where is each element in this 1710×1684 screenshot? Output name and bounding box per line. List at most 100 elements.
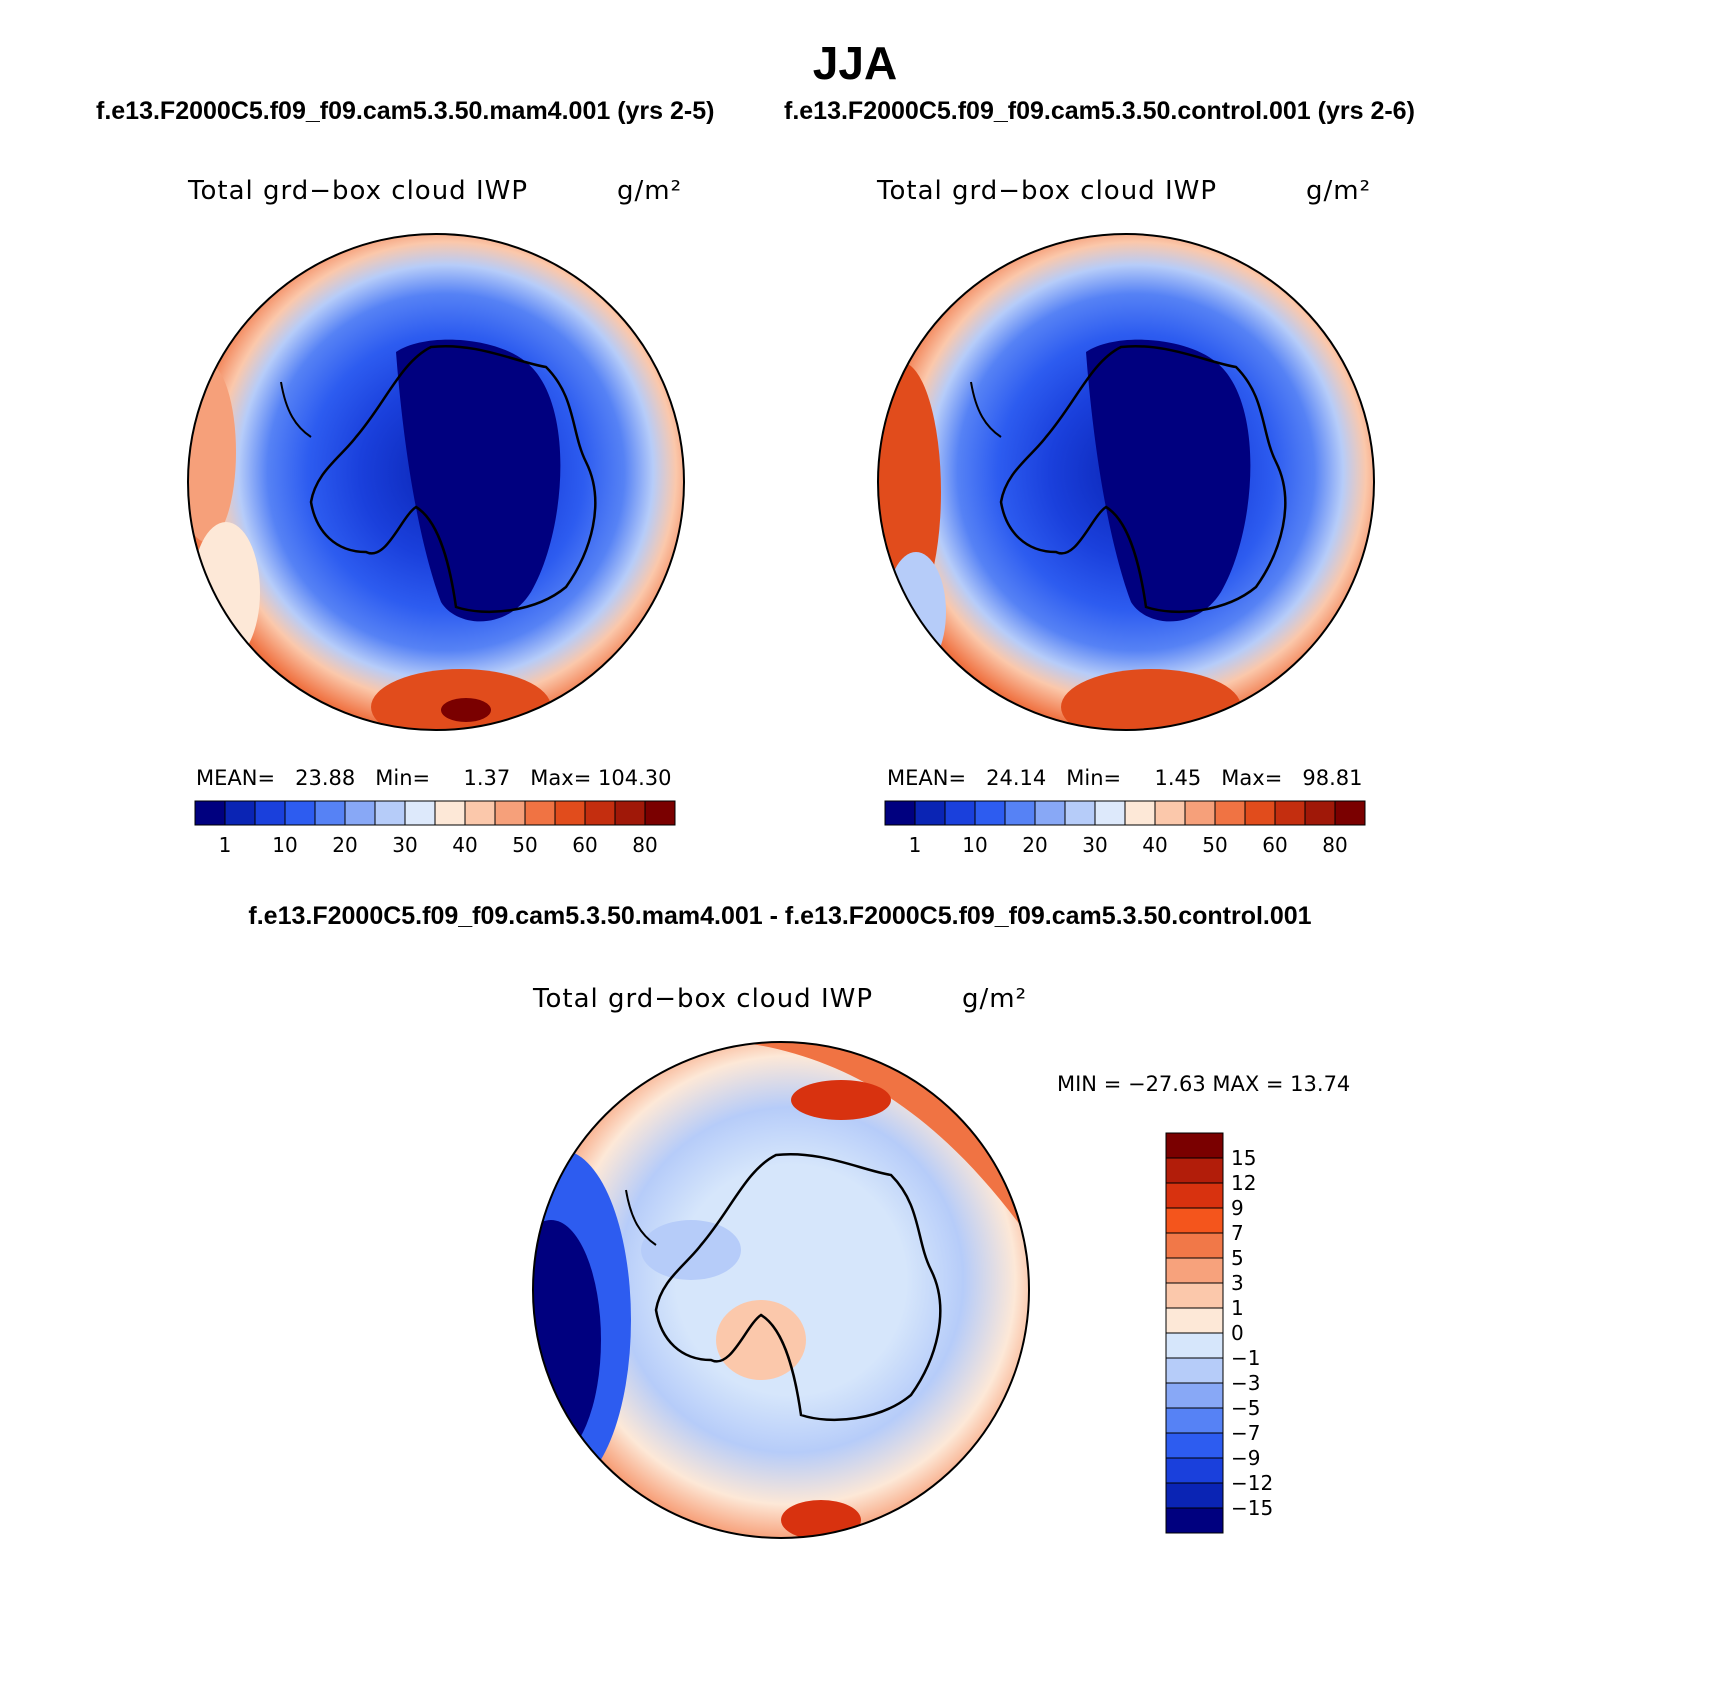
figure-title: JJA (812, 37, 898, 89)
panel3-colorbar-tick-label: 1 (1231, 1296, 1244, 1320)
panel1-stats: MEAN= 23.88 Min= 1.37 Max= 104.30 (196, 766, 671, 790)
panel1-max-region-s (441, 698, 491, 722)
panel1-min-region (396, 339, 561, 622)
panel3-colorbar-tick-label: 7 (1231, 1221, 1244, 1245)
panel1-colorbar-box (524, 800, 556, 826)
panel2-max-label: Max= (1221, 766, 1283, 790)
panel2-max-value: 98.81 (1302, 766, 1363, 790)
panel3-min-region (533, 1220, 601, 1460)
panel1-colorbar-tick-label: 30 (392, 833, 417, 857)
panel2-colorbar-box (1094, 800, 1126, 826)
panel2-colorbar-tick-label: 20 (1022, 833, 1047, 857)
panel3-negative-region-c (641, 1220, 741, 1280)
panel3-colorbar-tick-label: 0 (1231, 1321, 1244, 1345)
panel2-colorbar-box (1274, 800, 1306, 826)
panel3-field (533, 1042, 1029, 1538)
panel3-colorbar-box (1165, 1332, 1224, 1359)
panel3-colorbar-tick-label: 5 (1231, 1246, 1244, 1270)
panel1-min-value: 1.37 (463, 766, 511, 790)
panel2-colorbar-box (1244, 800, 1276, 826)
panel1-colorbar-box (614, 800, 646, 826)
panel1-units-label: g/m² (617, 176, 683, 206)
panel1-colorbar-box (434, 800, 466, 826)
panel2-colorbar-box (1124, 800, 1156, 826)
panel2-colorbar-box (884, 800, 916, 826)
panel2-polar-map (877, 233, 1375, 731)
panel1-colorbar-tick-label: 80 (632, 833, 657, 857)
difference-header: f.e13.F2000C5.f09_f09.cam5.3.50.mam4.001… (248, 902, 1312, 930)
panel1-peninsula (280, 381, 312, 438)
panel2-colorbar-tick-label: 1 (909, 833, 922, 857)
panel2-min-value: 1.45 (1154, 766, 1202, 790)
panel2-colorbar-tick-label: 30 (1082, 833, 1107, 857)
panel1-colorbar-box (464, 800, 496, 826)
panel3-colorbar-box (1165, 1432, 1224, 1459)
panel3-colorbar-box (1165, 1507, 1224, 1534)
panel3-colorbar-box (1165, 1482, 1224, 1509)
panel1-region-sw (192, 522, 260, 662)
panel1-colorbar-tick-label: 60 (572, 833, 597, 857)
panel1-polar-map (187, 233, 685, 731)
panel3-colorbar-tick-label: 9 (1231, 1196, 1244, 1220)
panel3-colorbar-box (1165, 1257, 1224, 1284)
panel3-colorbar-box (1165, 1132, 1224, 1159)
panel3-colorbar-box (1165, 1282, 1224, 1309)
panel1-colorbar-box (644, 800, 676, 826)
panel1-map-border (187, 233, 685, 731)
panel1-colorbar-box (284, 800, 316, 826)
panel2-colorbar-box (944, 800, 976, 826)
panel3-colorbar-tick-label: −5 (1231, 1396, 1260, 1420)
panel3-positive-region-c (716, 1300, 806, 1380)
panel2-variable-label: Total grd−box cloud IWP (877, 176, 1218, 206)
panel2-colorbar-tick-label: 80 (1322, 833, 1347, 857)
panel1-colorbar-box (224, 800, 256, 826)
panel3-stats: MIN = −27.63 MAX = 13.74 (1057, 1072, 1351, 1096)
panel3-colorbar-box (1165, 1357, 1224, 1384)
panel1-colorbar-tick-label: 1 (219, 833, 232, 857)
panel1-colorbar-box (584, 800, 616, 826)
panel1-min-label: Min= (375, 766, 431, 790)
panel1-colorbar-box (554, 800, 586, 826)
panel2-colorbar-box (914, 800, 946, 826)
panel2-stats: MEAN= 24.14 Min= 1.45 Max= 98.81 (887, 766, 1362, 790)
panel3-max-region (791, 1080, 891, 1120)
panel2-mean-value: 24.14 (986, 766, 1047, 790)
panel1-max-value: 104.30 (598, 766, 672, 790)
panel2-colorbar: 1 10 20 30 40 50 60 80 (884, 800, 1366, 857)
panel2-colorbar-box (1004, 800, 1036, 826)
panel3-colorbar-box (1165, 1382, 1224, 1409)
panel1-colorbar-box (194, 800, 226, 826)
case-header-right: f.e13.F2000C5.f09_f09.cam5.3.50.control.… (784, 97, 1415, 125)
panel1-colorbar-tick-label: 40 (452, 833, 477, 857)
panel1-mean-label: MEAN= (196, 766, 276, 790)
panel1-colorbar-box (374, 800, 406, 826)
panel1-colorbar-box (344, 800, 376, 826)
panel3-colorbar-box (1165, 1157, 1224, 1184)
panel3-units-label: g/m² (962, 984, 1028, 1014)
panel1-mean-value: 23.88 (295, 766, 356, 790)
panel2-colorbar-box (1034, 800, 1066, 826)
panel2-colorbar-box (1334, 800, 1366, 826)
panel2-colorbar-box (1154, 800, 1186, 826)
panel3-variable-label: Total grd−box cloud IWP (533, 984, 874, 1014)
panel3-polar-map (532, 1041, 1030, 1539)
panel3-peninsula (625, 1189, 657, 1246)
panel3-coastline (654, 1152, 942, 1421)
panel1-coastline (309, 344, 597, 613)
panel2-colorbar-tick-label: 10 (962, 833, 987, 857)
panel2-min-region (1086, 339, 1251, 622)
panel3-colorbar-box (1165, 1207, 1224, 1234)
panel2-colorbar-box (1184, 800, 1216, 826)
panel1-colorbar: 1 10 20 30 40 50 60 80 (194, 800, 676, 857)
panel3-colorbar-tick-label: −1 (1231, 1346, 1260, 1370)
panel3-colorbar-tick-label: 3 (1231, 1271, 1244, 1295)
panel1-colorbar-box (404, 800, 436, 826)
panel3-colorbar-box (1165, 1307, 1224, 1334)
panel1-colorbar-box (494, 800, 526, 826)
panel2-peninsula (970, 381, 1002, 438)
panel2-min-label: Min= (1066, 766, 1122, 790)
panel1-variable-label: Total grd−box cloud IWP (188, 176, 529, 206)
panel1-colorbar-box (314, 800, 346, 826)
panel2-coastline (999, 344, 1287, 613)
